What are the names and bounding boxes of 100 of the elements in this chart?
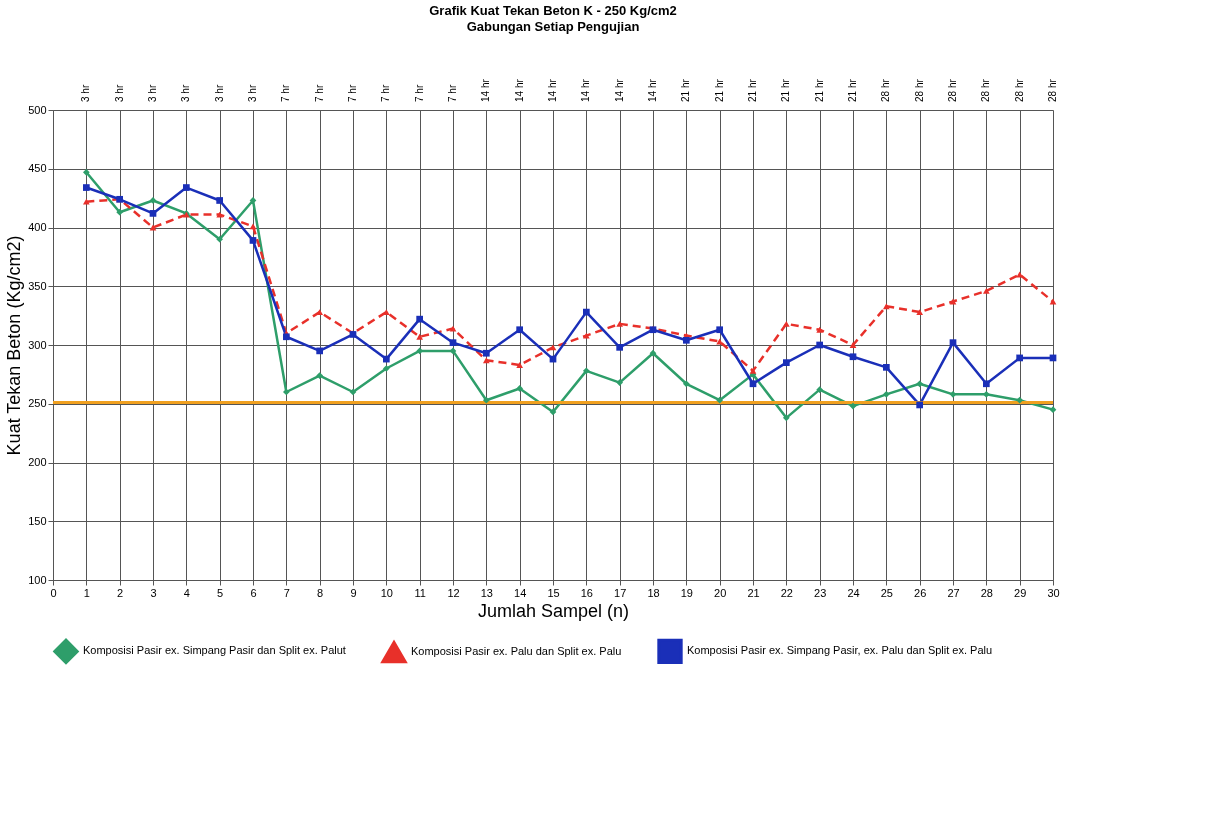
point — [1016, 354, 1024, 362]
text: 14 hr — [613, 78, 625, 102]
text: 14 hr — [480, 78, 492, 102]
x-tick-label: 24 — [847, 586, 860, 599]
x-tick-label: 5 — [217, 586, 224, 599]
point — [382, 355, 390, 363]
text: 7 hr — [447, 84, 458, 102]
text: 28 hr — [980, 78, 992, 102]
text: 3 hr — [113, 84, 125, 102]
point — [1016, 396, 1024, 404]
point — [749, 380, 757, 388]
x-tick-label: 6 — [250, 586, 257, 599]
y-axis-title: Kuat Tekan Beton (Kg/cm2) — [4, 235, 25, 456]
point — [582, 332, 590, 339]
y-tick-label: 100 — [28, 573, 47, 586]
point — [849, 402, 857, 410]
x-tick-label: 9 — [350, 586, 357, 599]
point — [582, 367, 590, 375]
point — [949, 339, 957, 346]
x-tick-label: 0 — [50, 586, 57, 599]
text: 14 hr — [580, 78, 592, 102]
text: 3 hr — [213, 84, 225, 102]
point — [249, 237, 257, 244]
text: 28 hr — [1013, 78, 1025, 102]
text: 3 hr — [180, 84, 192, 102]
point — [449, 339, 457, 346]
point — [782, 359, 790, 366]
legend-label: Komposisi Pasir ex. Simpang Pasir, ex. Palu dan Split ex. Palu — [687, 644, 993, 657]
point — [449, 347, 457, 355]
x-tick-label: 30 — [1047, 586, 1060, 599]
x-axis-title: Jumlah Sampel (n) — [477, 600, 630, 621]
point — [516, 326, 524, 334]
point — [749, 367, 757, 374]
x-tick-label: 11 — [414, 586, 426, 599]
point — [149, 210, 157, 217]
text: 3 hr — [80, 84, 92, 102]
text: 28 hr — [947, 78, 958, 102]
y-tick-label: 150 — [28, 514, 47, 527]
point — [216, 235, 224, 243]
point — [482, 396, 490, 404]
point — [516, 385, 524, 392]
point — [916, 380, 924, 388]
point — [782, 414, 790, 422]
text: 21 hr — [680, 78, 692, 102]
point — [82, 198, 90, 205]
point — [949, 298, 957, 305]
chart-title: Grafik Kuat Tekan Beton K - 250 Kg/cm2 — [429, 3, 677, 19]
x-tick-label: 23 — [814, 586, 827, 599]
text: 28 hr — [880, 78, 892, 102]
point — [982, 288, 990, 294]
text: 14 hr — [647, 78, 658, 102]
y-tick-label: 500 — [28, 103, 47, 116]
point — [316, 347, 324, 355]
point — [349, 388, 357, 396]
text: 14 hr — [547, 78, 558, 102]
text: 21 hr — [780, 78, 792, 102]
text: 28 hr — [913, 78, 925, 102]
x-tick-label: 21 — [747, 586, 760, 599]
point — [716, 396, 724, 404]
y-tick-label: 200 — [28, 456, 47, 468]
x-tick-label: 18 — [647, 586, 660, 599]
point — [316, 372, 324, 379]
point — [382, 365, 390, 372]
point — [549, 408, 557, 416]
x-tick-label: 10 — [380, 586, 393, 599]
text: 21 hr — [847, 78, 858, 102]
text: 21 hr — [813, 78, 825, 102]
point — [782, 320, 790, 327]
text: 28 hr — [1047, 78, 1058, 102]
text: 7 hr — [413, 84, 425, 102]
point — [882, 303, 890, 310]
x-tick-label: 27 — [947, 586, 960, 599]
point — [616, 344, 624, 351]
point — [682, 380, 690, 388]
x-tick-label: 28 — [980, 586, 993, 599]
point — [549, 344, 557, 351]
point — [82, 184, 90, 191]
point — [982, 380, 990, 388]
point — [1049, 298, 1057, 305]
y-tick-label: 350 — [28, 279, 47, 292]
x-tick-label: 8 — [317, 586, 324, 599]
point — [282, 333, 290, 341]
text: 3 hr — [147, 84, 158, 102]
x-tick-label: 20 — [714, 586, 727, 599]
legend-label: Komposisi Pasir ex. Simpang Pasir dan Split ex. Palut — [83, 644, 346, 657]
point — [816, 341, 824, 349]
point — [916, 401, 924, 409]
point — [482, 357, 490, 364]
x-tick-label: 14 — [514, 586, 527, 599]
text: 7 hr — [380, 84, 392, 102]
point — [516, 362, 524, 368]
x-tick-label: 12 — [447, 586, 460, 599]
point — [882, 391, 890, 398]
point — [182, 184, 190, 191]
point — [849, 353, 857, 361]
point — [416, 333, 424, 340]
x-tick-label: 16 — [580, 586, 593, 599]
point — [649, 349, 657, 357]
x-tick-label: 3 — [150, 586, 157, 599]
point — [982, 391, 990, 398]
